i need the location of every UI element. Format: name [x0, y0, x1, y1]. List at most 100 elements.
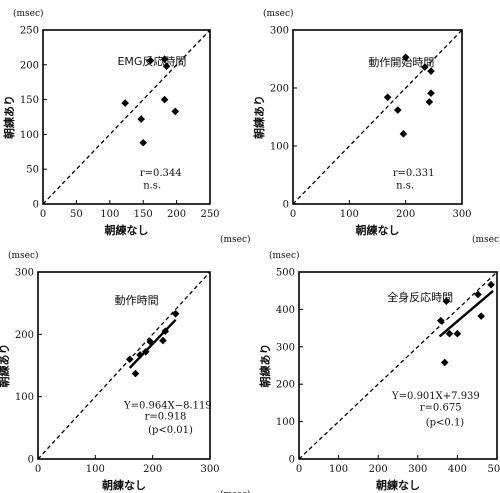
data-point — [171, 309, 180, 318]
x-axis-label: 朝練なし — [356, 223, 400, 237]
x-unit-label: (msec) — [472, 234, 500, 245]
y-tick-label: 300 — [276, 342, 295, 353]
data-point — [427, 89, 435, 98]
y-tick-label: 200 — [276, 380, 295, 391]
y-unit-label: (msec) — [8, 250, 39, 261]
data-point — [161, 327, 170, 336]
scatter-panel-2: 0 100 200 300 0 100 200 300 (msec) (msec) 朝練なし 朝練あり… — [252, 8, 500, 245]
plot-frame — [42, 29, 211, 205]
stat-annotation: (p<0.01) — [148, 425, 193, 436]
identity-line — [42, 29, 211, 205]
stat-annotation: r=0.331 — [393, 168, 435, 179]
stat-annotation: r=0.918 — [145, 412, 187, 423]
data-point — [474, 290, 482, 299]
y-tick-label: 300 — [15, 268, 34, 279]
identity-line — [37, 271, 211, 460]
x-tick-label: 300 — [452, 209, 471, 220]
x-tick-label: 100 — [329, 464, 348, 475]
x-axis-label: 朝練なし — [102, 478, 146, 492]
scatter-panel-1: 0 50 100 150 200 250 0 50 100 150 200 250 (msec) (mse… — [2, 8, 251, 245]
x-tick-label: 50 — [70, 209, 83, 220]
y-tick-label: 50 — [26, 165, 39, 176]
x-tick-label: 300 — [200, 464, 219, 475]
chart-title: 動作時間 — [115, 293, 159, 307]
data-point — [159, 336, 167, 345]
x-tick-label: 200 — [369, 464, 388, 475]
x-tick-label: 400 — [448, 464, 467, 475]
y-tick-label: 200 — [20, 60, 39, 71]
y-tick-label: 0 — [283, 200, 289, 211]
y-tick-label: 100 — [15, 392, 34, 403]
plot-frame — [292, 29, 463, 205]
x-tick-label: 100 — [340, 209, 359, 220]
y-axis-label: 朝練あり — [252, 95, 266, 139]
data-point — [137, 115, 145, 123]
y-tick-label: 0 — [289, 455, 295, 466]
y-tick-label: 300 — [270, 26, 289, 37]
x-unit-label: (msec) — [220, 234, 251, 245]
data-point — [445, 329, 454, 338]
data-point — [427, 67, 435, 75]
x-tick-label: 100 — [86, 464, 105, 475]
plot-frame — [37, 271, 211, 460]
y-tick-label: 100 — [20, 130, 39, 141]
identity-line — [298, 271, 498, 460]
y-tick-label: 100 — [270, 142, 289, 153]
data-point — [131, 369, 140, 378]
y-tick-label: 100 — [276, 417, 295, 428]
data-point — [425, 98, 434, 106]
data-point — [160, 95, 169, 104]
x-tick-label: 200 — [396, 209, 415, 220]
data-point — [139, 138, 147, 147]
y-unit-label: (msec) — [269, 250, 300, 261]
chart-title: 動作開始時間 — [368, 55, 434, 69]
identity-line — [292, 29, 463, 205]
stat-annotation: Y=0.901X+7.939 — [391, 391, 480, 402]
regression-line — [128, 319, 177, 369]
x-tick-label: 200 — [143, 464, 162, 475]
data-point — [440, 358, 449, 367]
data-point — [442, 297, 451, 305]
data-point — [393, 106, 402, 114]
data-point — [146, 338, 155, 346]
data-point — [401, 53, 410, 62]
data-point — [399, 130, 408, 138]
y-axis-label: 朝練あり — [258, 344, 272, 388]
x-tick-label: 500 — [487, 464, 500, 475]
chart-title: 全身反応時間 — [387, 290, 453, 304]
x-tick-label: 0 — [40, 209, 46, 220]
regression-line — [438, 289, 494, 338]
x-unit-label: (msec) — [220, 489, 251, 493]
x-tick-label: 250 — [200, 209, 219, 220]
y-tick-label: 0 — [33, 200, 39, 211]
y-tick-label: 0 — [28, 455, 34, 466]
plot-frame — [298, 271, 498, 460]
scatter-panel-3: 0 100 200 300 0 100 200 300 (msec) (msec) 朝練なし 朝練あり… — [0, 250, 251, 493]
data-point — [160, 55, 169, 64]
x-axis-label: 朝練なし — [105, 223, 149, 237]
y-axis-label: 朝練あり — [2, 95, 16, 139]
data-point — [121, 99, 129, 107]
x-tick-label: 300 — [408, 464, 427, 475]
y-tick-label: 250 — [20, 26, 39, 37]
data-point — [141, 347, 150, 356]
data-point — [421, 63, 429, 71]
stat-annotation: (p<0.1) — [426, 417, 465, 428]
stat-annotation: n.s. — [143, 180, 161, 191]
y-tick-label: 150 — [20, 95, 39, 106]
x-tick-label: 150 — [134, 209, 153, 220]
data-point — [487, 280, 495, 289]
data-point — [146, 56, 155, 65]
stat-annotation: n.s. — [396, 180, 414, 191]
y-axis-label: 朝練あり — [0, 344, 11, 388]
stat-annotation: r=0.675 — [420, 402, 462, 413]
y-tick-label: 500 — [276, 268, 295, 279]
y-unit-label: (msec) — [13, 8, 44, 19]
x-tick-label: 200 — [167, 209, 186, 220]
data-point — [162, 62, 171, 70]
y-tick-label: 400 — [276, 305, 295, 316]
x-tick-label: 0 — [296, 464, 302, 475]
stat-annotation: r=0.344 — [140, 168, 182, 179]
x-axis-label: 朝練なし — [376, 478, 420, 492]
